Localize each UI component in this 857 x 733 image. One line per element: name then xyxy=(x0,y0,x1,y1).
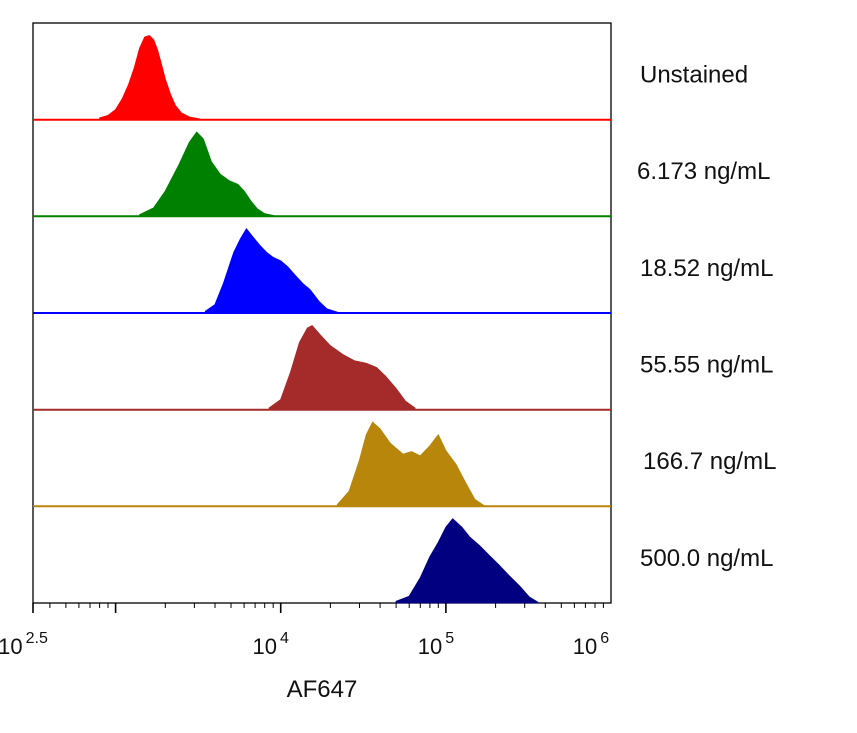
histogram-area xyxy=(336,421,485,507)
x-axis-label: AF647 xyxy=(287,676,358,703)
histogram-area xyxy=(139,131,274,217)
series-label: 55.55 ng/mL xyxy=(640,352,773,379)
series-label: 18.52 ng/mL xyxy=(640,255,773,282)
histogram-area xyxy=(268,324,416,411)
x-tick-label: 10 2.5 xyxy=(0,630,48,659)
histogram-area xyxy=(395,518,539,604)
series-2 xyxy=(33,131,611,218)
series-label: 6.173 ng/mL xyxy=(637,158,770,185)
series-layer xyxy=(33,35,611,604)
series-5 xyxy=(33,421,611,508)
x-axis: 10 2.5 10 4 10 5 10 6 xyxy=(0,603,609,659)
series-label: 166.7 ng/mL xyxy=(643,448,776,475)
x-tick-label: 10 6 xyxy=(573,630,609,659)
histogram-area xyxy=(204,228,338,314)
series-label: Unstained xyxy=(640,62,748,89)
series-1 xyxy=(33,35,611,121)
series-labels: Unstained 6.173 ng/mL 18.52 ng/mL 55.55 ng/… xyxy=(637,62,776,572)
histogram-area xyxy=(99,35,200,121)
x-tick-label: 10 5 xyxy=(418,630,454,659)
x-tick-label: 10 4 xyxy=(253,630,289,659)
series-label: 500.0 ng/mL xyxy=(640,545,773,572)
series-3 xyxy=(33,228,611,314)
series-4 xyxy=(33,324,611,411)
series-6 xyxy=(395,518,539,604)
